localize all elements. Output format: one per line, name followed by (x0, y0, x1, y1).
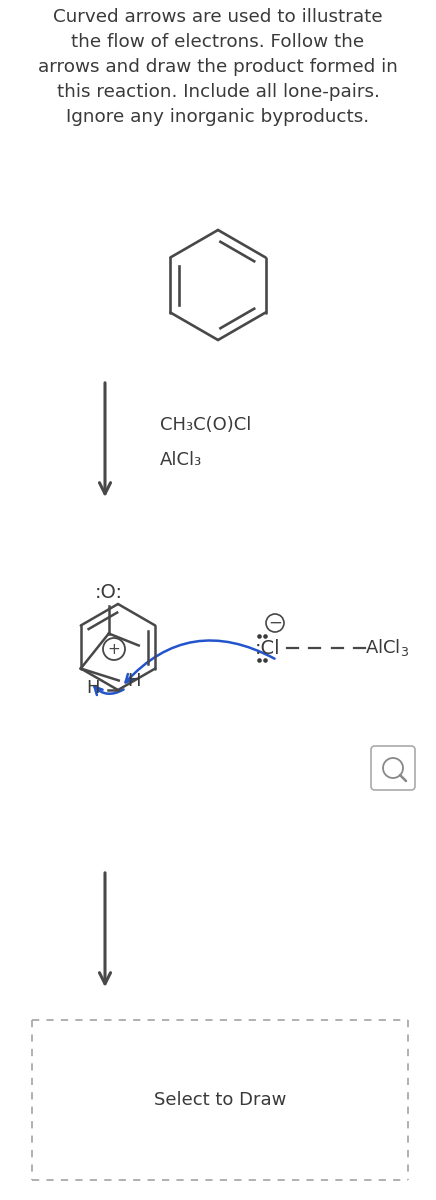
Text: −: − (268, 614, 282, 632)
Text: :Cl: :Cl (255, 638, 281, 658)
Text: H: H (127, 672, 140, 690)
Text: AlCl₃: AlCl₃ (160, 451, 202, 469)
Text: H: H (86, 679, 100, 697)
FancyArrowPatch shape (95, 686, 124, 695)
Text: Select to Draw: Select to Draw (154, 1091, 286, 1109)
Text: +: + (108, 642, 120, 656)
Text: Curved arrows are used to illustrate
the flow of electrons. Follow the
arrows an: Curved arrows are used to illustrate the… (38, 8, 398, 126)
FancyArrowPatch shape (126, 641, 275, 683)
Text: AlCl$_3$: AlCl$_3$ (365, 637, 409, 659)
Text: :O:: :O: (95, 582, 123, 601)
Text: CH₃C(O)Cl: CH₃C(O)Cl (160, 416, 252, 434)
